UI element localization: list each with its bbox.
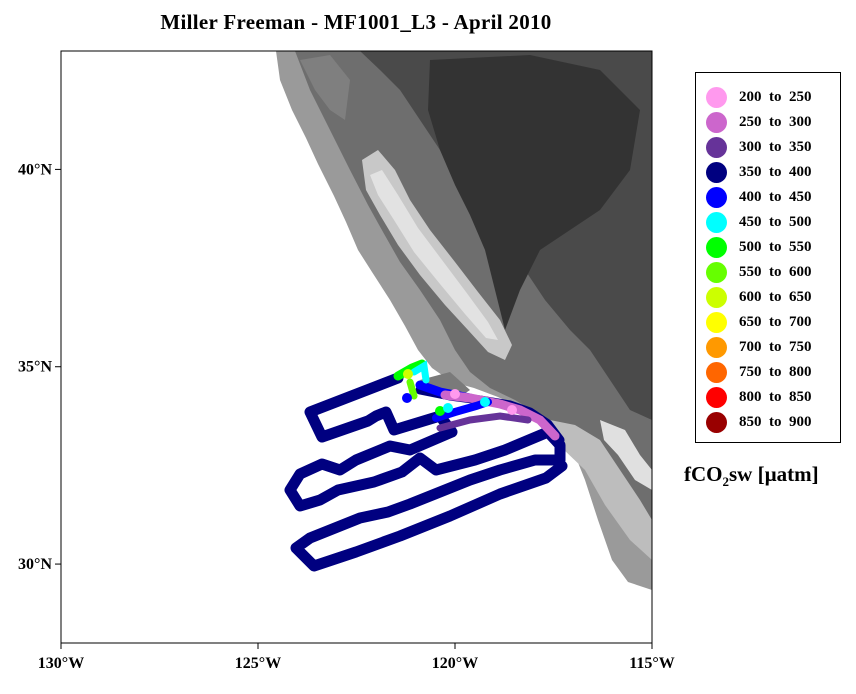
legend-swatch — [706, 387, 727, 408]
legend-item: 450 to 500 — [696, 210, 840, 235]
legend-swatch — [706, 162, 727, 183]
legend-label: 800 to 850 — [739, 389, 812, 405]
legend-item: 800 to 850 — [696, 385, 840, 410]
x-tick-label: 130°W — [38, 655, 84, 672]
x-tick-label: 120°W — [432, 655, 478, 672]
legend-label: 700 to 750 — [739, 339, 812, 355]
y-tick-label: 40°N — [18, 161, 52, 178]
x-tick-label: 125°W — [235, 655, 281, 672]
legend-label: 450 to 500 — [739, 214, 812, 230]
legend-item: 350 to 400 — [696, 160, 840, 185]
legend-label: 300 to 350 — [739, 139, 812, 155]
unit-label: fCO2sw [µatm] — [684, 462, 819, 490]
legend-label: 650 to 700 — [739, 314, 812, 330]
legend-swatch — [706, 87, 727, 108]
map-title: Miller Freeman - MF1001_L3 - April 2010 — [160, 10, 552, 34]
legend-swatch — [706, 412, 727, 433]
legend-item: 300 to 350 — [696, 135, 840, 160]
legend-label: 500 to 550 — [739, 239, 812, 255]
legend-item: 600 to 650 — [696, 285, 840, 310]
legend-item: 700 to 750 — [696, 335, 840, 360]
legend-item: 200 to 250 — [696, 85, 840, 110]
legend-label: 350 to 400 — [739, 164, 812, 180]
legend-item: 400 to 450 — [696, 185, 840, 210]
legend-swatch — [706, 112, 727, 133]
legend-label: 400 to 450 — [739, 189, 812, 205]
legend-item: 500 to 550 — [696, 235, 840, 260]
legend-swatch — [706, 287, 727, 308]
legend: 200 to 250 250 to 300 300 to 350 350 to 400… — [695, 72, 841, 443]
legend-label: 200 to 250 — [739, 89, 812, 105]
land-topography — [276, 51, 652, 590]
legend-swatch — [706, 312, 727, 333]
legend-item: 650 to 700 — [696, 310, 840, 335]
y-tick-label: 35°N — [18, 359, 52, 376]
legend-swatch — [706, 212, 727, 233]
legend-swatch — [706, 137, 727, 158]
legend-swatch — [706, 237, 727, 258]
legend-swatch — [706, 187, 727, 208]
legend-item: 550 to 600 — [696, 260, 840, 285]
legend-item: 250 to 300 — [696, 110, 840, 135]
x-tick-label: 115°W — [629, 655, 675, 672]
legend-label: 850 to 900 — [739, 414, 812, 430]
legend-item: 850 to 900 — [696, 410, 840, 435]
cruise-track — [284, 359, 568, 572]
legend-swatch — [706, 362, 727, 383]
legend-label: 750 to 800 — [739, 364, 812, 380]
plot-frame — [60, 50, 653, 644]
legend-item: 750 to 800 — [696, 360, 840, 385]
legend-swatch — [706, 262, 727, 283]
axis-ticks: 130°W 125°W 120°W 115°W 30°N 35°N 40°N — [18, 161, 675, 672]
legend-swatch — [706, 337, 727, 358]
legend-label: 550 to 600 — [739, 264, 812, 280]
legend-label: 600 to 650 — [739, 289, 812, 305]
legend-label: 250 to 300 — [739, 114, 812, 130]
y-tick-label: 30°N — [18, 556, 52, 573]
